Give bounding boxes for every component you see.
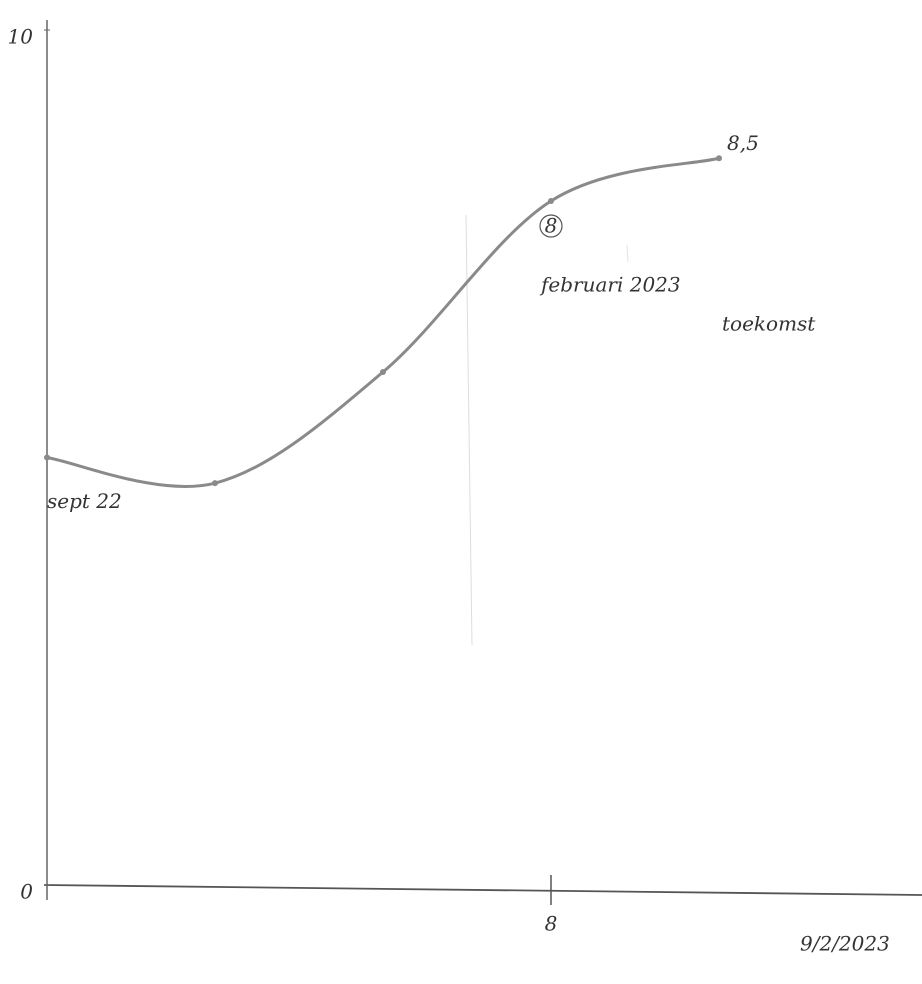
point (716, 155, 722, 162)
y-tick-label: 0 (20, 880, 33, 904)
label-circle (539, 214, 563, 238)
x-axis-label: 9/2/2023 (800, 932, 890, 956)
point (44, 454, 50, 461)
data-label: 8 (545, 214, 558, 238)
category-label: februari 2023 (539, 273, 681, 297)
point (548, 198, 554, 204)
y-tick-label: 10 (8, 25, 34, 49)
category-label: sept 22 (47, 489, 122, 513)
pencil-guide (465, 214, 473, 646)
pencil-guide (626, 244, 629, 263)
x-axis-label: 8 (545, 912, 558, 936)
data-label: 8,5 (727, 131, 759, 155)
point (212, 480, 218, 487)
annotation: toekomst (722, 312, 816, 336)
point (380, 369, 386, 375)
line (45, 156, 721, 488)
x-axis (43, 884, 922, 896)
